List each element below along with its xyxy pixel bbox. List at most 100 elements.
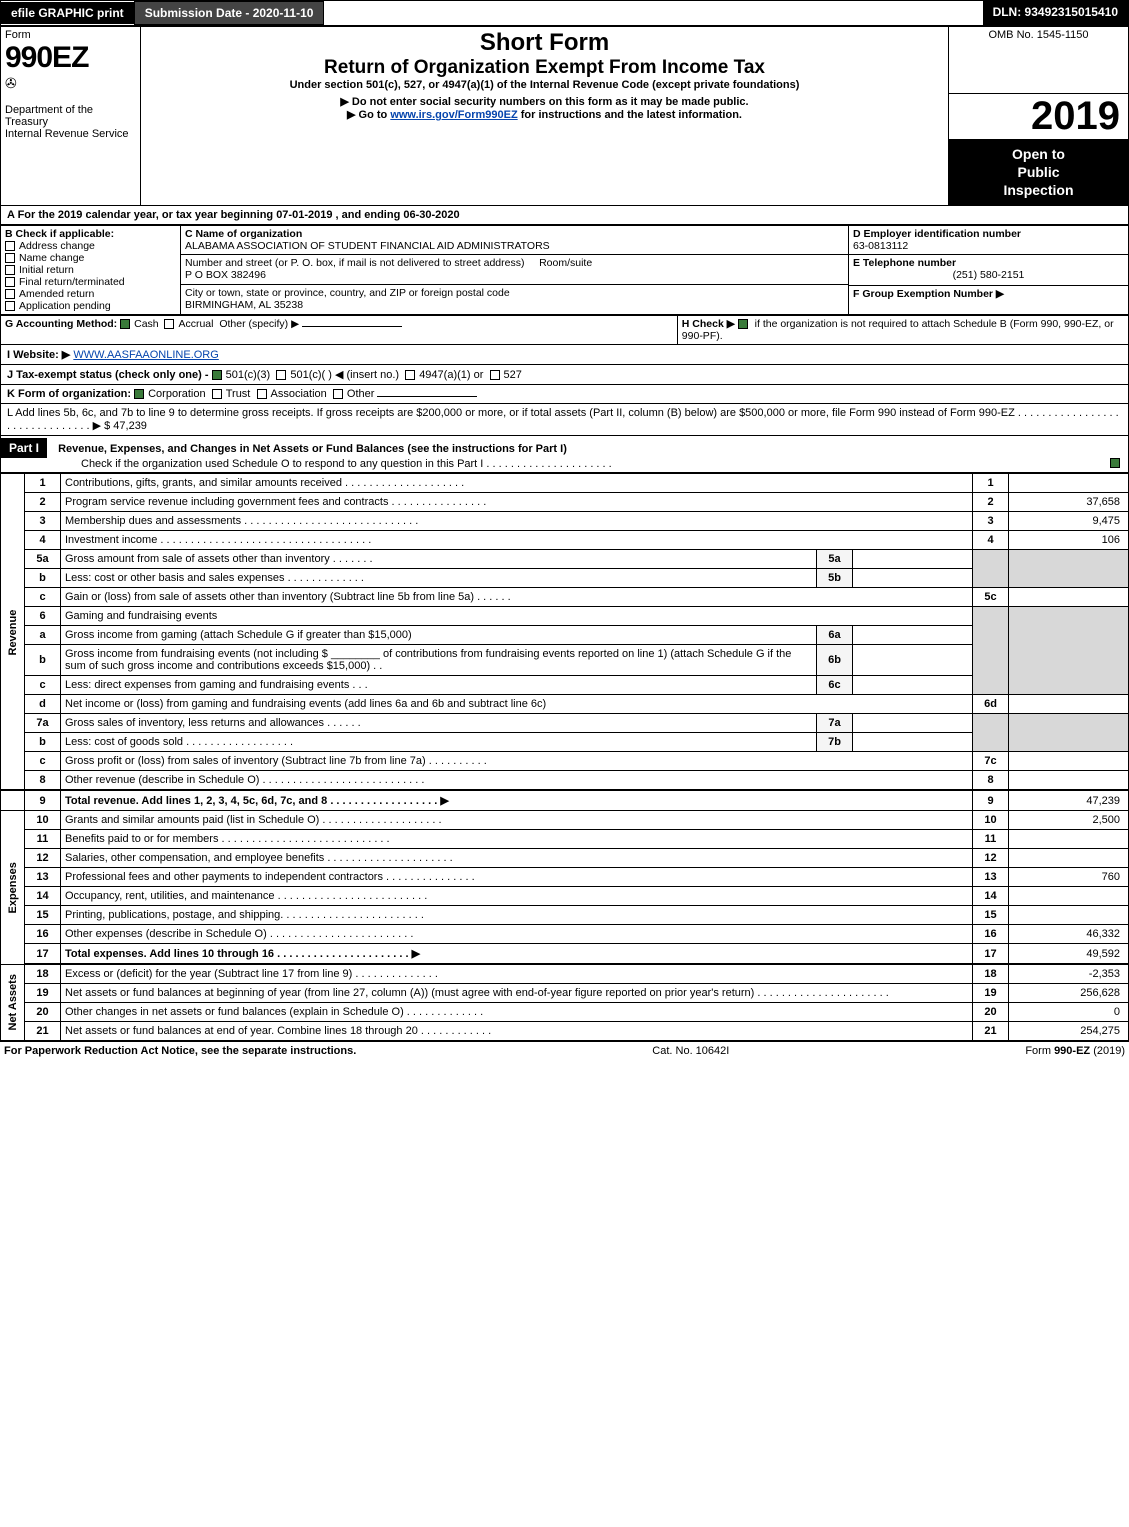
irs-label: Internal Revenue Service bbox=[5, 128, 136, 140]
row-g-h: G Accounting Method: Cash Accrual Other … bbox=[0, 315, 1129, 345]
ln6c-num: c bbox=[25, 676, 61, 695]
ln5a-num: 5a bbox=[25, 550, 61, 569]
ln7c-num: c bbox=[25, 752, 61, 771]
efile-print-button[interactable]: efile GRAPHIC print bbox=[1, 2, 134, 24]
check-amended-return[interactable] bbox=[5, 289, 15, 299]
ln14-text: Occupancy, rent, utilities, and maintena… bbox=[61, 887, 973, 906]
row-l-text: L Add lines 5b, 6c, and 7b to line 9 to … bbox=[7, 407, 1119, 432]
section-a-tax-year: A For the 2019 calendar year, or tax yea… bbox=[0, 206, 1129, 225]
row-j: J Tax-exempt status (check only one) - 5… bbox=[0, 365, 1129, 385]
ln5c-num: c bbox=[25, 588, 61, 607]
ln6a-text: Gross income from gaming (attach Schedul… bbox=[61, 626, 817, 645]
ln15-num: 15 bbox=[25, 906, 61, 925]
check-association[interactable] bbox=[257, 389, 267, 399]
form-word: Form bbox=[5, 29, 136, 41]
submission-date-button[interactable]: Submission Date - 2020-11-10 bbox=[134, 1, 325, 25]
city-label: City or town, state or province, country… bbox=[185, 287, 510, 299]
org-info-table: B Check if applicable: Address change Na… bbox=[0, 225, 1129, 315]
check-501c[interactable] bbox=[276, 370, 286, 380]
ln17-num: 17 bbox=[25, 944, 61, 965]
check-501c3[interactable] bbox=[212, 370, 222, 380]
ln7c-amt bbox=[1009, 752, 1129, 771]
ln21-text: Net assets or fund balances at end of ye… bbox=[61, 1022, 973, 1041]
ln1-num: 1 bbox=[25, 474, 61, 493]
check-corporation[interactable] bbox=[134, 389, 144, 399]
ln6a-num: a bbox=[25, 626, 61, 645]
ln13-num: 13 bbox=[25, 868, 61, 887]
check-application-pending[interactable] bbox=[5, 301, 15, 311]
row-i: I Website: ▶ WWW.AASFAAONLINE.ORG bbox=[0, 345, 1129, 365]
check-address-change[interactable] bbox=[5, 241, 15, 251]
inspection-box: Open to Public Inspection bbox=[949, 139, 1128, 206]
check-trust[interactable] bbox=[212, 389, 222, 399]
ln18-num: 18 bbox=[25, 964, 61, 984]
check-accrual[interactable] bbox=[164, 319, 174, 329]
ln5b-num: b bbox=[25, 569, 61, 588]
ln12-amt bbox=[1009, 849, 1129, 868]
check-other-org[interactable] bbox=[333, 389, 343, 399]
ln3-amt: 9,475 bbox=[1009, 512, 1129, 531]
ln10-amt: 2,500 bbox=[1009, 811, 1129, 830]
ln20-num: 20 bbox=[25, 1003, 61, 1022]
note-goto-suffix: for instructions and the latest informat… bbox=[521, 109, 742, 121]
other-org-input[interactable] bbox=[377, 396, 477, 397]
box-e-label: E Telephone number bbox=[853, 257, 956, 269]
ln9-text: Total revenue. Add lines 1, 2, 3, 4, 5c,… bbox=[61, 790, 973, 811]
check-name-change[interactable] bbox=[5, 253, 15, 263]
ln6d-amt bbox=[1009, 695, 1129, 714]
ln8-amt bbox=[1009, 771, 1129, 791]
label-amended-return: Amended return bbox=[19, 288, 94, 300]
ln3-text: Membership dues and assessments . . . . … bbox=[61, 512, 973, 531]
row-l: L Add lines 5b, 6c, and 7b to line 9 to … bbox=[0, 404, 1129, 436]
check-527[interactable] bbox=[490, 370, 500, 380]
row-g-label: G Accounting Method: bbox=[5, 318, 117, 330]
box-b-title: B Check if applicable: bbox=[5, 228, 176, 240]
ln2-text: Program service revenue including govern… bbox=[61, 493, 973, 512]
short-form-title: Short Form bbox=[145, 29, 944, 57]
part1-header-row: Part I Revenue, Expenses, and Changes in… bbox=[0, 436, 1129, 473]
row-h-label: H Check ▶ bbox=[682, 318, 735, 330]
ln16-text: Other expenses (describe in Schedule O) … bbox=[61, 925, 973, 944]
ln10-num: 10 bbox=[25, 811, 61, 830]
form-number: 990EZ bbox=[5, 41, 136, 75]
omb-number: OMB No. 1545-1150 bbox=[953, 29, 1124, 41]
ln6a-val bbox=[853, 626, 973, 645]
row-j-label: J Tax-exempt status (check only one) - bbox=[7, 369, 209, 381]
ein-value: 63-0813112 bbox=[853, 240, 908, 252]
label-insert-no: ◀ (insert no.) bbox=[335, 369, 399, 381]
ln16-num: 16 bbox=[25, 925, 61, 944]
ln8-num: 8 bbox=[25, 771, 61, 791]
ln3-num: 3 bbox=[25, 512, 61, 531]
check-schedule-b-not-required[interactable] bbox=[738, 319, 748, 329]
street-value: P O BOX 382496 bbox=[185, 269, 266, 281]
label-other-org: Other bbox=[347, 388, 375, 400]
form-header: Form 990EZ ✇ Department of the Treasury … bbox=[0, 26, 1129, 206]
check-4947a1[interactable] bbox=[405, 370, 415, 380]
ln5c-amt bbox=[1009, 588, 1129, 607]
check-final-return[interactable] bbox=[5, 277, 15, 287]
website-link[interactable]: WWW.AASFAAONLINE.ORG bbox=[73, 349, 218, 361]
check-cash[interactable] bbox=[120, 319, 130, 329]
ln16-ref: 16 bbox=[973, 925, 1009, 944]
irs-link[interactable]: www.irs.gov/Form990EZ bbox=[390, 109, 517, 121]
other-specify-input[interactable] bbox=[302, 326, 402, 327]
ln19-amt: 256,628 bbox=[1009, 984, 1129, 1003]
gross-receipts-value: 47,239 bbox=[113, 420, 147, 432]
ln5b-val bbox=[853, 569, 973, 588]
ln15-ref: 15 bbox=[973, 906, 1009, 925]
ln6c-val bbox=[853, 676, 973, 695]
dln-label: DLN: 93492315015410 bbox=[983, 1, 1128, 25]
ln7a-text: Gross sales of inventory, less returns a… bbox=[61, 714, 817, 733]
ln9-amt: 47,239 bbox=[1009, 790, 1129, 811]
ln14-ref: 14 bbox=[973, 887, 1009, 906]
ln6-num: 6 bbox=[25, 607, 61, 626]
check-initial-return[interactable] bbox=[5, 265, 15, 275]
ln17-amt: 49,592 bbox=[1009, 944, 1129, 965]
ln8-text: Other revenue (describe in Schedule O) .… bbox=[61, 771, 973, 791]
ln4-text: Investment income . . . . . . . . . . . … bbox=[61, 531, 973, 550]
label-address-change: Address change bbox=[19, 240, 95, 252]
check-schedule-o-used[interactable] bbox=[1110, 458, 1120, 468]
ln20-amt: 0 bbox=[1009, 1003, 1129, 1022]
ln6b-num: b bbox=[25, 645, 61, 676]
phone-value: (251) 580-2151 bbox=[853, 269, 1124, 281]
